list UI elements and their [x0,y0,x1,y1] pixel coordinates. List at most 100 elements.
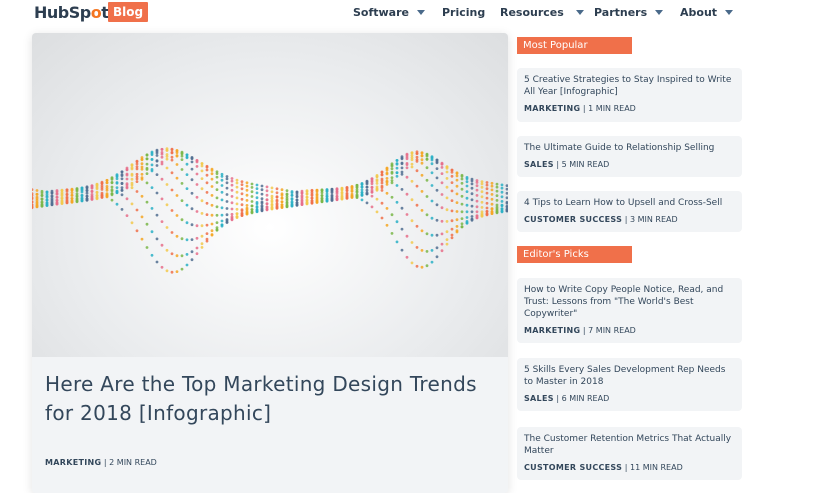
wave-dot [280,205,284,209]
wave-dot [60,199,64,203]
category-tag[interactable]: CUSTOMER SUCCESS [524,463,623,472]
wave-dot [505,191,508,195]
wave-dot [160,155,164,159]
wave-dot [245,193,249,197]
wave-dot [85,191,89,195]
item-title[interactable]: 5 Skills Every Sales Development Rep Nee… [524,365,726,387]
wave-dot [205,232,209,236]
item-title[interactable]: The Customer Retention Metrics That Actu… [524,434,732,456]
wave-dot [145,153,149,157]
wave-dot [145,222,149,226]
wave-dot [225,186,229,190]
nav-pricing[interactable]: Pricing [442,6,485,19]
wave-dot [155,154,159,157]
wave-dot [160,148,164,151]
item-title[interactable]: 4 Tips to Learn How to Upsell and Cross-… [524,198,723,208]
category-tag[interactable]: CUSTOMER SUCCESS [524,215,623,224]
wave-dot [285,204,289,208]
editors-pick-item[interactable]: 5 Skills Every Sales Development Rep Nee… [517,358,742,411]
wave-dot [160,220,164,224]
wave-dot [340,195,344,199]
nav-software[interactable]: Software [353,6,425,19]
wave-dot [165,166,169,170]
most-popular-label: Most Popular [517,37,632,54]
item-title[interactable]: 5 Creative Strategies to Stay Inspired t… [524,75,732,97]
wave-dot [215,221,219,225]
wave-dot [195,160,199,164]
wave-dot [445,220,449,223]
wave-dot [410,261,414,265]
wave-dot [160,243,164,247]
wave-dot [165,203,169,207]
wave-dot [315,195,319,199]
wave-dot [400,170,404,174]
wave-dot [420,173,424,177]
wave-dot [460,225,464,229]
wave-dot [175,234,179,238]
item-title[interactable]: The Ultimate Guide to Relationship Selli… [524,143,715,153]
wave-dot [225,181,229,185]
wave-dot [230,215,234,219]
wave-dot [470,186,474,190]
wave-dot [355,189,359,193]
wave-dot [480,185,484,189]
item-title[interactable]: How to Write Copy People Notice, Read, a… [524,285,724,319]
category-tag[interactable]: MARKETING [524,326,581,335]
blog-badge[interactable]: Blog [108,2,149,22]
editors-pick-item[interactable]: The Customer Retention Metrics That Actu… [517,427,742,480]
wave-dot [430,260,434,264]
popular-item[interactable]: 4 Tips to Learn How to Upsell and Cross-… [517,191,742,232]
wave-dot [65,198,69,202]
wave-dot [305,198,309,202]
wave-dot [265,198,269,202]
category-tag[interactable]: SALES [524,160,554,169]
wave-dot [410,156,414,159]
wave-dot [130,163,134,167]
wave-dot [255,206,259,209]
wave-dot [210,169,214,172]
wave-dot [350,189,354,193]
nav-about[interactable]: About [680,6,734,19]
wave-dot [245,212,249,216]
nav-partners[interactable]: Partners [594,6,664,19]
wave-dot [155,164,159,167]
wave-dot [225,221,229,224]
wave-dot [140,156,144,159]
wave-dot [505,196,508,200]
wave-dot [125,173,129,177]
wave-dot [430,162,434,166]
wave-dot [420,151,424,154]
wave-dot [125,177,129,181]
wave-dot [485,181,489,184]
wave-dot [405,163,409,167]
wave-dot [220,223,224,227]
wave-dot [120,193,124,197]
wave-dot [175,254,179,258]
category-tag[interactable]: SALES [524,394,554,403]
wave-dot [85,194,89,198]
category-tag[interactable]: MARKETING [45,458,102,467]
wave-dot [205,201,209,205]
popular-item[interactable]: 5 Creative Strategies to Stay Inspired t… [517,68,742,122]
wave-dot [140,162,144,166]
wave-dot [385,179,389,183]
featured-title[interactable]: Here Are the Top Marketing Design Trends… [45,372,477,425]
featured-article-card[interactable]: Here Are the Top Marketing Design Trends… [32,33,508,493]
nav-resources[interactable]: Resources [500,6,584,19]
wave-dot [165,183,169,186]
wave-dot [55,201,59,205]
wave-dot [40,197,44,201]
wave-dot [290,193,294,197]
wave-dot [300,189,304,193]
wave-dot [445,166,449,170]
wave-dot [235,181,239,185]
popular-item[interactable]: The Ultimate Guide to Relationship Selli… [517,136,742,177]
editors-pick-item[interactable]: How to Write Copy People Notice, Read, a… [517,278,742,343]
wave-dot [255,196,259,200]
wave-dot [485,183,489,187]
wave-dot [235,196,239,200]
hubspot-logo[interactable]: HubSpot [34,3,109,22]
wave-dot [305,200,309,204]
wave-dot [115,175,119,179]
category-tag[interactable]: MARKETING [524,104,581,113]
